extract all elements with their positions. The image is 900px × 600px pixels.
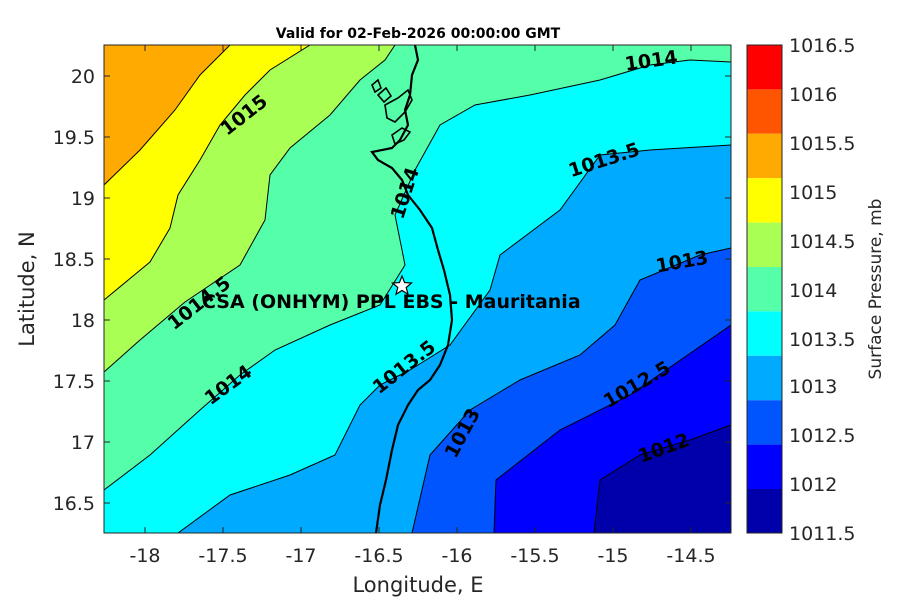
y-tick-label: 17.5 bbox=[53, 371, 95, 393]
x-tick-label: -14.5 bbox=[666, 545, 715, 567]
colorbar-swatch bbox=[747, 400, 782, 445]
map-title: Valid for 02-Feb-2026 00:00:00 GMT bbox=[276, 26, 561, 42]
colorbar-swatch bbox=[747, 178, 782, 223]
contour-line-1013-5 bbox=[177, 144, 731, 533]
colorbar-tick-label: 1012.5 bbox=[789, 425, 855, 447]
colorbar-tick-label: 1013 bbox=[789, 376, 837, 398]
x-axis-label: Longitude, E bbox=[352, 573, 483, 597]
y-tick-label: 18 bbox=[71, 310, 95, 332]
coastline-mainland bbox=[370, 45, 454, 533]
colorbar-swatch bbox=[747, 222, 782, 267]
y-tick-label: 16.5 bbox=[53, 493, 95, 515]
colorbar-swatch bbox=[747, 89, 782, 134]
coastline bbox=[370, 45, 454, 533]
colorbar-tick-label: 1011.5 bbox=[789, 523, 855, 545]
tick-marks bbox=[104, 45, 731, 533]
colorbar-tick-label: 1016 bbox=[789, 84, 837, 106]
colorbar-swatch bbox=[747, 355, 782, 401]
colorbar-tick-label: 1015 bbox=[789, 182, 837, 204]
y-tick-label: 19 bbox=[71, 188, 95, 210]
site-label: CSA (ONHYM) PPL EBS - Mauritania bbox=[202, 291, 581, 313]
contour-line-1013 bbox=[411, 247, 731, 533]
contour-line-1015-5 bbox=[104, 45, 231, 186]
y-tick-label: 20 bbox=[71, 66, 95, 88]
contour-line-1015 bbox=[104, 45, 311, 301]
star-marker bbox=[390, 274, 414, 296]
y-tick-label: 18.5 bbox=[53, 249, 95, 271]
colorbar-tick-label: 1015.5 bbox=[789, 133, 855, 155]
colorbar-swatch bbox=[747, 133, 782, 179]
colorbar: 1016.5 1016 1015.5 1015 1014.5 1014 1013… bbox=[746, 35, 886, 545]
colorbar-swatch bbox=[747, 45, 782, 90]
colorbar-swatch bbox=[747, 311, 782, 356]
contour-line-1012 bbox=[593, 424, 731, 533]
contour-line-1014-5 bbox=[104, 45, 396, 373]
colorbar-label: Surface Pressure, mb bbox=[866, 199, 886, 380]
colorbar-swatch bbox=[747, 444, 782, 489]
contour-line-1012-5 bbox=[493, 324, 731, 533]
x-tick-labels: -18 -17.5 -17 -16.5 -16 -15.5 -15 -14.5 bbox=[129, 545, 715, 567]
colorbar-frame bbox=[746, 44, 783, 534]
band-1015-5 bbox=[104, 45, 230, 185]
y-tick-label: 17 bbox=[71, 432, 95, 454]
x-tick-label: -16.5 bbox=[354, 545, 403, 567]
colorbar-tick-label: 1014.5 bbox=[789, 231, 855, 253]
colorbar-tick-label: 1014 bbox=[789, 280, 837, 302]
x-tick-label: -17.5 bbox=[198, 545, 247, 567]
contour-line-1014 bbox=[104, 59, 731, 491]
x-tick-label: -18 bbox=[129, 545, 160, 567]
colorbar-swatch bbox=[747, 489, 782, 533]
colorbar-swatch bbox=[747, 267, 782, 312]
x-tick-label: -17 bbox=[285, 545, 316, 567]
contour-fill bbox=[104, 45, 731, 533]
plot-frame bbox=[103, 44, 732, 534]
y-tick-label: 19.5 bbox=[53, 127, 95, 149]
contour-lines bbox=[104, 45, 731, 533]
x-tick-label: -15 bbox=[597, 545, 628, 567]
x-tick-label: -15.5 bbox=[510, 545, 559, 567]
colorbar-tick-label: 1013.5 bbox=[789, 329, 855, 351]
colorbar-tick-label: 1012 bbox=[789, 474, 837, 496]
coastline-islands bbox=[371, 78, 413, 146]
colorbar-tick-label: 1016.5 bbox=[789, 35, 855, 57]
y-axis-label: Latitude, N bbox=[15, 231, 39, 347]
x-tick-label: -16 bbox=[441, 545, 472, 567]
y-tick-labels: 20 19.5 19 18.5 18 17.5 17 16.5 bbox=[53, 66, 95, 515]
